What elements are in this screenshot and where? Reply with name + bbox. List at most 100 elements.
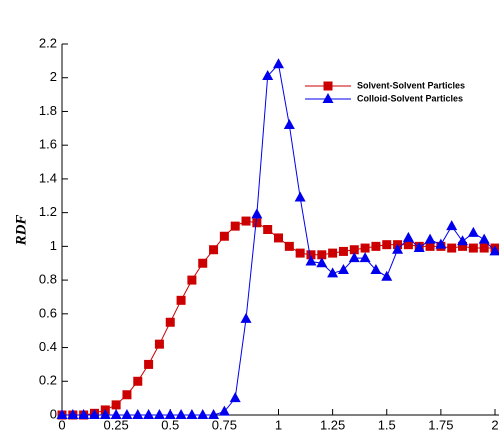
point <box>467 226 479 237</box>
y-tick-label: 1 <box>50 238 57 253</box>
point <box>111 400 121 410</box>
point <box>327 267 339 278</box>
point <box>382 240 392 250</box>
point <box>359 252 371 263</box>
point <box>198 258 208 268</box>
point <box>392 243 404 254</box>
x-tick-label: 0.75 <box>212 417 237 432</box>
point <box>370 263 382 274</box>
point <box>479 243 489 253</box>
point <box>424 233 436 244</box>
x-tick-label: 1.25 <box>320 417 345 432</box>
point <box>186 409 198 419</box>
point <box>446 220 458 231</box>
x-tick-label: 0.25 <box>103 417 128 432</box>
point <box>241 216 251 226</box>
y-tick-label: 1.4 <box>39 170 57 185</box>
point <box>273 58 284 69</box>
point <box>208 409 220 419</box>
point <box>110 409 122 419</box>
point <box>197 409 209 419</box>
point <box>348 252 360 263</box>
y-tick-label: 0 <box>50 406 57 421</box>
x-tick-label: 1 <box>275 417 282 432</box>
point <box>252 218 262 228</box>
point <box>413 242 425 253</box>
y-tick-label: 2 <box>50 69 57 84</box>
point <box>284 241 294 251</box>
point <box>176 295 186 305</box>
legend-label: Colloid-Solvent Particles <box>357 93 463 103</box>
point <box>447 243 457 253</box>
point <box>67 409 79 419</box>
point <box>229 392 241 403</box>
point <box>371 241 381 251</box>
y-axis-label: RDF <box>13 215 29 247</box>
point <box>56 409 68 419</box>
point <box>349 245 359 255</box>
x-tick-label: 0 <box>58 417 65 432</box>
point <box>425 241 435 251</box>
point <box>435 238 447 249</box>
point <box>381 270 393 281</box>
legend-marker <box>322 93 334 103</box>
point <box>133 376 143 386</box>
legend-marker <box>323 81 333 91</box>
point <box>218 405 230 416</box>
point <box>165 317 175 327</box>
point <box>328 248 338 258</box>
point <box>187 275 197 285</box>
x-tick-label: 1.5 <box>378 417 396 432</box>
point <box>295 248 305 258</box>
point <box>209 245 219 255</box>
point <box>122 390 132 400</box>
point <box>240 312 252 323</box>
point <box>99 409 111 419</box>
point <box>153 409 165 419</box>
point <box>175 409 187 419</box>
point <box>144 359 154 369</box>
point <box>489 245 499 256</box>
y-tick-label: 1.8 <box>39 103 57 118</box>
x-tick-label: 0.5 <box>161 417 179 432</box>
point <box>219 231 229 241</box>
point <box>251 208 263 219</box>
y-tick-label: 0.8 <box>39 272 57 287</box>
x-tick-label: 1.75 <box>428 417 453 432</box>
y-tick-label: 1.2 <box>39 204 57 219</box>
point <box>283 118 295 129</box>
point <box>230 221 240 231</box>
point <box>458 241 468 251</box>
point <box>316 257 328 268</box>
legend-label: Solvent-Solvent Particles <box>357 80 465 90</box>
point <box>154 339 164 349</box>
point <box>164 409 176 419</box>
point <box>306 250 316 260</box>
point <box>121 409 133 419</box>
point <box>478 233 490 244</box>
point <box>360 243 370 253</box>
point <box>78 409 90 419</box>
point <box>262 70 274 81</box>
point <box>402 231 414 242</box>
point <box>263 225 273 234</box>
point <box>403 240 413 250</box>
point <box>143 409 155 419</box>
y-tick-label: 0.6 <box>39 305 57 320</box>
point <box>294 191 306 202</box>
point <box>274 233 283 243</box>
x-tick-label: 2 <box>491 417 498 432</box>
point <box>468 243 478 253</box>
y-tick-label: 0.2 <box>39 373 57 388</box>
point <box>337 263 349 274</box>
point <box>317 250 327 260</box>
y-tick-label: 1.6 <box>39 137 57 152</box>
point <box>457 235 469 246</box>
point <box>132 409 144 419</box>
y-tick-label: 2.2 <box>39 35 57 50</box>
point <box>88 409 100 419</box>
y-tick-label: 0.4 <box>39 339 57 354</box>
point <box>305 255 317 266</box>
point <box>338 246 348 256</box>
